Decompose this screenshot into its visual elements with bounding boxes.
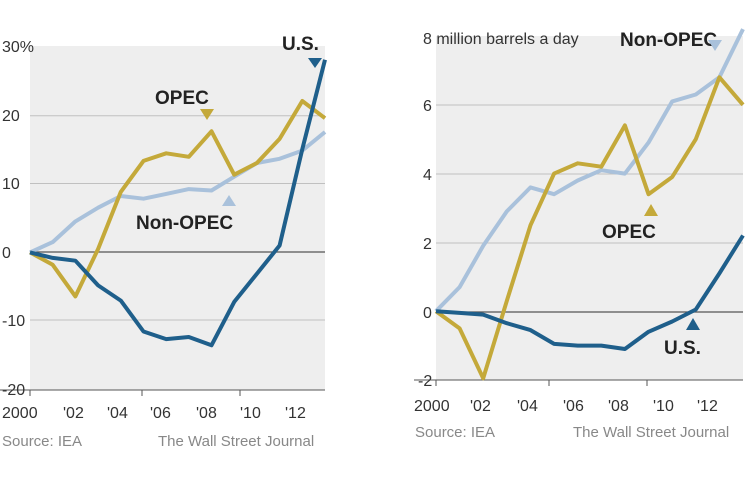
left-label-nonopec: Non-OPEC (136, 213, 233, 234)
left-source: Source: IEA (2, 433, 82, 450)
left-y-tick-label: 10 (2, 176, 20, 193)
right-x-tick-label: '10 (653, 398, 674, 415)
left-x-ticks (29, 390, 241, 396)
right-series-labels: Non-OPEC OPEC U.S. (602, 30, 722, 359)
left-x-tick-label: '08 (196, 405, 217, 422)
left-x-tick-label: '12 (285, 405, 306, 422)
right-line-opec (434, 75, 745, 381)
right-x-tick-labels: 2000 '02 '04 '06 '08 '10 '12 (414, 398, 718, 415)
right-x-tick-label: 2000 (414, 398, 450, 415)
left-credit: The Wall Street Journal (158, 433, 314, 450)
right-y-tick-label: -2 (418, 373, 432, 390)
left-line-opec (29, 99, 327, 299)
right-x-tick-label: '12 (697, 398, 718, 415)
right-source: Source: IEA (415, 424, 495, 441)
right-pointer-opec (644, 204, 658, 216)
right-y-tick-labels: 6 4 2 0 -2 (418, 98, 432, 390)
right-pointer-us (686, 318, 700, 330)
right-y-tick-label: 2 (423, 236, 432, 253)
left-y-tick-label: 30% (2, 39, 34, 56)
left-x-tick-label: '04 (107, 405, 128, 422)
right-x-tick-label: '04 (517, 398, 538, 415)
right-x-tick-label: '06 (563, 398, 584, 415)
right-chart: 8 million barrels a day 6 4 2 0 -2 2000 … (414, 28, 745, 441)
left-y-tick-labels: 30% 20 10 0 -10 -20 (2, 39, 34, 399)
right-credit: The Wall Street Journal (573, 424, 729, 441)
left-pointer-us (308, 58, 322, 68)
right-series-lines (434, 28, 745, 381)
left-line-nonopec (29, 130, 327, 255)
right-line-nonopec (434, 28, 745, 313)
right-pointer-nonopec (708, 40, 722, 51)
left-gridlines (30, 115, 325, 321)
left-chart: 30% 20 10 0 -10 -20 2000 '02 '04 '06 '08… (0, 34, 327, 450)
right-label-us: U.S. (664, 338, 701, 359)
right-x-tick-label: '08 (608, 398, 629, 415)
left-pointer-nonopec (222, 195, 236, 206)
right-x-tick-label: '02 (470, 398, 491, 415)
right-y-tick-label: 6 (423, 98, 432, 115)
left-label-us: U.S. (282, 34, 319, 55)
right-label-nonopec: Non-OPEC (620, 30, 717, 51)
left-series-lines (29, 59, 327, 348)
left-label-opec: OPEC (155, 88, 209, 109)
left-x-tick-labels: 2000 '02 '04 '06 '08 '10 '12 (2, 405, 306, 422)
left-y-tick-label: -20 (2, 382, 25, 399)
left-y-tick-label: 20 (2, 108, 20, 125)
right-x-ticks (435, 380, 648, 386)
left-y-tick-label: 0 (2, 245, 11, 262)
right-y-tick-label: 0 (423, 305, 432, 322)
right-unit-label: 8 million barrels a day (423, 31, 579, 48)
left-y-tick-label: -10 (2, 313, 25, 330)
right-line-us (435, 234, 745, 351)
left-pointer-opec (200, 109, 214, 120)
right-label-opec: OPEC (602, 222, 656, 243)
left-series-labels: U.S. OPEC Non-OPEC (136, 34, 322, 234)
left-x-tick-label: '06 (150, 405, 171, 422)
right-y-tick-label: 4 (423, 167, 432, 184)
left-x-tick-label: 2000 (2, 405, 38, 422)
left-x-tick-label: '02 (63, 405, 84, 422)
left-x-tick-label: '10 (240, 405, 261, 422)
left-line-us (29, 59, 327, 348)
